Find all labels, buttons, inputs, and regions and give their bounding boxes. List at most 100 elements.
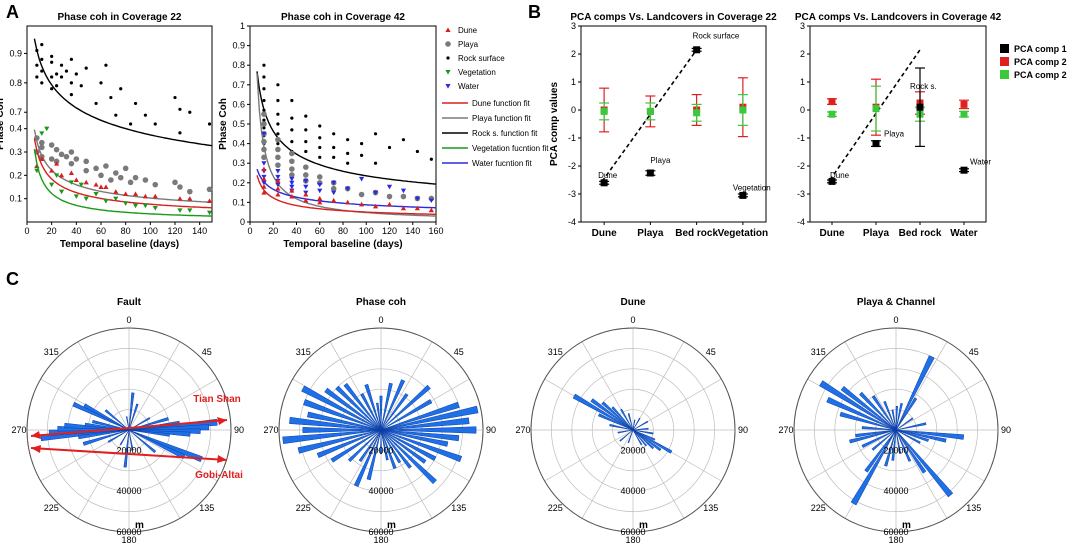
point-annotation: Rock surface <box>693 32 740 41</box>
x-axis-label: Temporal baseline (days) <box>283 239 402 250</box>
data-point <box>49 168 55 173</box>
data-point <box>50 75 54 79</box>
rose-petal <box>380 429 397 470</box>
data-point <box>152 206 158 211</box>
data-point <box>206 186 213 193</box>
legend-label: Water fucntion fit <box>472 159 533 168</box>
data-point <box>178 107 182 111</box>
angle-label: 45 <box>202 347 212 357</box>
data-point <box>50 54 54 58</box>
data-point <box>178 131 182 135</box>
x-tick-label: 40 <box>71 226 81 236</box>
rose-petal <box>850 429 897 506</box>
data-point <box>79 84 83 88</box>
rose-petal <box>871 395 897 431</box>
rose-petal <box>632 420 649 431</box>
data-point <box>119 87 123 91</box>
chart-phase-coh-coverage-22: Phase coh in Coverage 22 0 20 40 60 80 100 120 1… <box>0 12 213 250</box>
rose-petal <box>343 382 382 431</box>
data-point <box>916 103 924 111</box>
data-point <box>289 166 295 172</box>
data-point <box>960 100 968 108</box>
data-point <box>828 110 836 118</box>
rose-petal <box>379 395 383 431</box>
data-point <box>304 149 308 154</box>
chart-title: Phase coh <box>356 297 406 308</box>
annotation-label: Tian Shan <box>193 394 241 405</box>
fault-arrow <box>30 419 228 437</box>
chart-title: Phase coh in Coverage 22 <box>58 12 182 23</box>
rose-petal <box>572 393 634 431</box>
y-tick-label: 1 <box>240 21 245 31</box>
y-tick-label: -2 <box>797 161 805 171</box>
data-point <box>48 156 55 162</box>
y-tick-label: -1 <box>797 133 805 143</box>
fit-line <box>256 71 437 185</box>
data-point <box>152 181 159 188</box>
rose-petal <box>632 429 654 435</box>
data-point <box>207 122 212 126</box>
y-tick-label: 0.9 <box>232 41 245 51</box>
data-point <box>34 135 40 141</box>
data-point <box>54 161 60 166</box>
data-point <box>400 188 407 194</box>
radial-label: 60000 <box>116 527 141 537</box>
data-point <box>276 83 280 87</box>
data-point <box>828 177 836 185</box>
rose-petal <box>324 387 382 431</box>
data-point <box>261 166 267 172</box>
data-point <box>345 186 351 192</box>
data-point <box>83 196 89 202</box>
data-point <box>59 63 64 67</box>
plot-frame <box>580 25 767 223</box>
data-point <box>646 107 654 115</box>
data-point <box>428 198 434 204</box>
y-tick-label: 0.5 <box>232 119 245 129</box>
data-point <box>275 174 281 180</box>
data-point <box>739 191 747 199</box>
rose-fault: Fault 0 45 90 135 180 225 270 315 20000 40000 60000… <box>11 297 244 545</box>
data-point <box>187 188 193 195</box>
data-point <box>600 179 608 187</box>
data-point <box>40 57 44 61</box>
data-point <box>117 174 124 181</box>
legend-label: PCA comp 2 <box>1014 57 1067 67</box>
data-point <box>127 179 134 186</box>
rose-petal <box>601 401 634 431</box>
angle-label: 135 <box>703 503 718 513</box>
angle-label: 0 <box>630 315 635 325</box>
y-tick-label: -3 <box>797 189 805 199</box>
data-point <box>275 186 281 191</box>
rose-petal <box>302 427 382 433</box>
data-point <box>276 112 280 116</box>
data-point <box>133 101 138 106</box>
data-point <box>188 110 192 114</box>
data-point <box>39 131 45 136</box>
data-point <box>261 161 267 166</box>
angle-label: 45 <box>706 347 716 357</box>
radial-label: 20000 <box>116 445 141 455</box>
y-tick-label: 0.1 <box>9 194 22 204</box>
y-tick-label: 0.8 <box>232 60 245 70</box>
x-category-label: Playa <box>637 228 664 239</box>
data-point <box>206 210 213 216</box>
angle-label: 180 <box>121 535 136 545</box>
rose-petal <box>380 401 460 431</box>
rose-petal <box>358 429 382 463</box>
rose-petal <box>380 405 479 431</box>
rose-petal <box>839 411 897 431</box>
rose-petal <box>380 429 412 469</box>
y-tick-label: -4 <box>568 217 576 227</box>
y-tick-label: -2 <box>568 161 576 171</box>
outer-ring <box>26 327 232 533</box>
data-point <box>69 93 73 97</box>
data-point <box>261 131 267 137</box>
angle-label: 90 <box>738 425 748 435</box>
rose-petal <box>861 429 897 448</box>
rose-petal <box>590 398 634 431</box>
rose-petal <box>619 429 634 442</box>
panel-label-c: C <box>6 269 19 289</box>
data-point <box>123 191 129 196</box>
data-point <box>40 81 44 85</box>
data-point <box>372 203 379 209</box>
